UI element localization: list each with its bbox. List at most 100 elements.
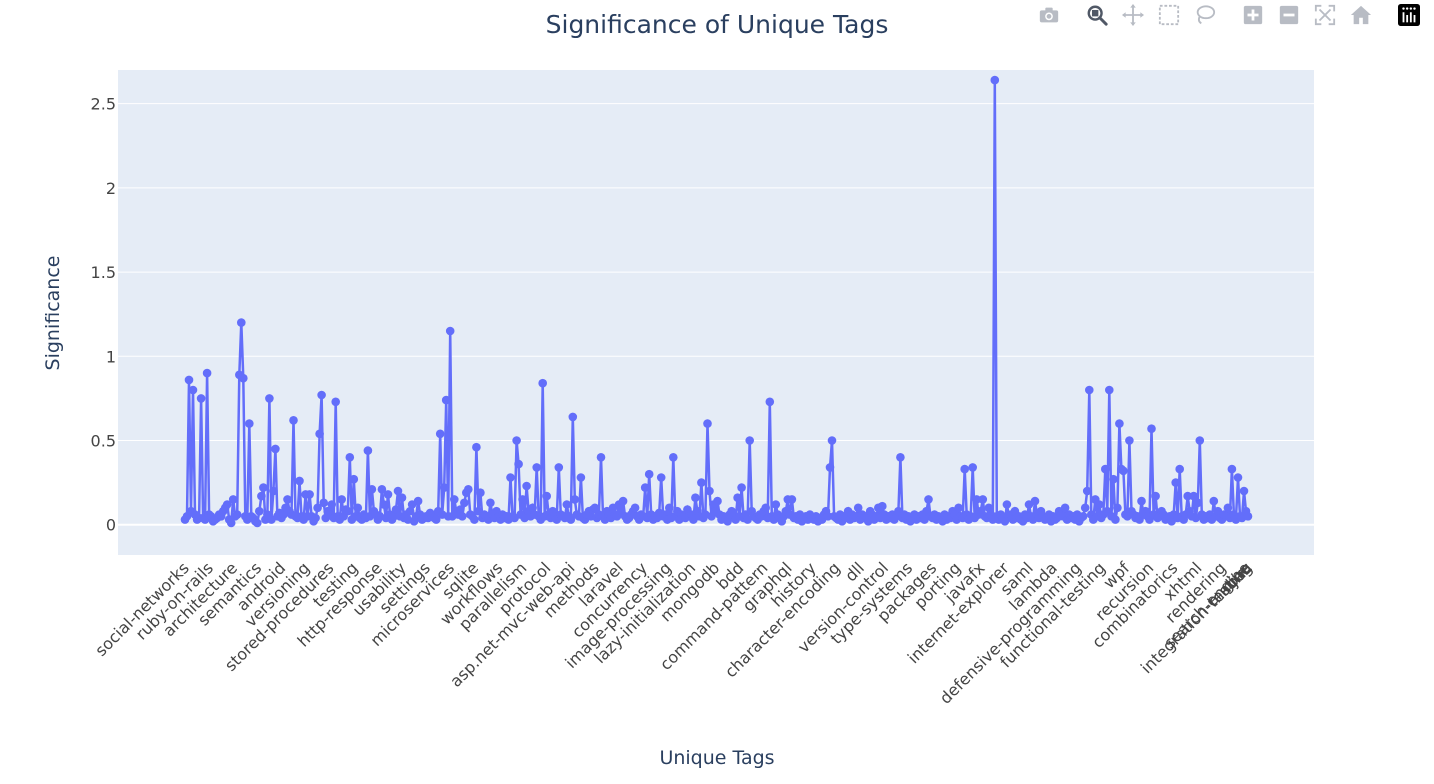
- data-point[interactable]: [441, 395, 451, 405]
- lasso-select-icon[interactable]: [1192, 2, 1218, 28]
- data-point[interactable]: [506, 473, 515, 482]
- data-point[interactable]: [254, 506, 264, 516]
- data-point[interactable]: [1105, 385, 1114, 395]
- data-point[interactable]: [1030, 496, 1040, 506]
- data-point[interactable]: [528, 503, 537, 513]
- data-point[interactable]: [538, 378, 547, 388]
- data-point[interactable]: [257, 491, 266, 501]
- data-point[interactable]: [1195, 436, 1205, 445]
- data-point[interactable]: [460, 498, 469, 508]
- data-point[interactable]: [644, 469, 654, 479]
- data-point[interactable]: [239, 373, 248, 383]
- data-point[interactable]: [311, 513, 320, 523]
- data-point[interactable]: [1137, 496, 1146, 506]
- data-point[interactable]: [697, 478, 706, 487]
- data-point[interactable]: [389, 512, 399, 521]
- data-point[interactable]: [367, 485, 377, 494]
- data-point[interactable]: [383, 490, 393, 499]
- data-point[interactable]: [222, 500, 232, 509]
- data-point[interactable]: [1233, 473, 1243, 482]
- data-point[interactable]: [1171, 478, 1180, 487]
- data-point[interactable]: [305, 490, 314, 499]
- data-point[interactable]: [691, 493, 700, 503]
- data-point[interactable]: [1243, 512, 1253, 521]
- data-point[interactable]: [295, 476, 304, 486]
- data-point[interactable]: [954, 503, 963, 513]
- data-point[interactable]: [745, 436, 754, 445]
- data-point[interactable]: [787, 495, 797, 504]
- data-point[interactable]: [1101, 464, 1110, 474]
- data-point[interactable]: [393, 486, 403, 496]
- zoom-out-icon[interactable]: [1276, 2, 1302, 28]
- data-point[interactable]: [630, 503, 640, 513]
- box-select-icon[interactable]: [1156, 2, 1182, 28]
- data-point[interactable]: [283, 495, 292, 504]
- zoom-icon[interactable]: [1084, 2, 1110, 28]
- data-point[interactable]: [562, 500, 572, 509]
- data-point[interactable]: [825, 463, 835, 472]
- zoom-in-icon[interactable]: [1240, 2, 1266, 28]
- data-point[interactable]: [761, 503, 770, 513]
- data-point[interactable]: [450, 495, 459, 504]
- data-point[interactable]: [464, 485, 473, 494]
- data-point[interactable]: [669, 453, 678, 462]
- data-point[interactable]: [665, 503, 674, 513]
- data-point[interactable]: [765, 397, 775, 407]
- data-point[interactable]: [990, 75, 1000, 85]
- data-point[interactable]: [345, 453, 355, 462]
- data-point[interactable]: [1078, 512, 1088, 521]
- data-point[interactable]: [476, 488, 485, 498]
- data-point[interactable]: [532, 463, 541, 472]
- data-point[interactable]: [1175, 464, 1184, 474]
- data-point[interactable]: [269, 486, 278, 496]
- data-point[interactable]: [771, 500, 781, 509]
- data-point[interactable]: [1209, 496, 1219, 506]
- data-point[interactable]: [640, 483, 650, 492]
- data-point[interactable]: [1125, 436, 1134, 445]
- data-point[interactable]: [435, 429, 445, 439]
- data-point[interactable]: [188, 385, 198, 395]
- data-point[interactable]: [289, 416, 298, 425]
- data-point[interactable]: [972, 495, 981, 504]
- data-point[interactable]: [1193, 498, 1203, 508]
- data-point[interactable]: [542, 491, 551, 501]
- data-point[interactable]: [570, 495, 580, 504]
- data-point[interactable]: [737, 483, 746, 492]
- data-point[interactable]: [827, 436, 837, 445]
- data-point[interactable]: [522, 481, 531, 491]
- data-point[interactable]: [960, 464, 969, 474]
- data-point[interactable]: [1085, 385, 1094, 395]
- data-point[interactable]: [245, 419, 254, 428]
- data-point[interactable]: [878, 501, 887, 511]
- data-point[interactable]: [486, 498, 495, 508]
- data-point[interactable]: [568, 412, 578, 422]
- data-point[interactable]: [226, 518, 236, 528]
- data-point[interactable]: [349, 474, 359, 484]
- data-point[interactable]: [968, 463, 977, 472]
- plotly-logo-icon[interactable]: [1396, 2, 1422, 28]
- data-point[interactable]: [397, 493, 407, 503]
- data-point[interactable]: [1227, 464, 1237, 474]
- data-point[interactable]: [228, 495, 238, 504]
- data-point[interactable]: [232, 510, 242, 519]
- data-point[interactable]: [1151, 491, 1160, 501]
- data-point[interactable]: [713, 496, 722, 506]
- data-point[interactable]: [315, 429, 324, 439]
- data-point[interactable]: [705, 486, 714, 496]
- data-point[interactable]: [1002, 500, 1012, 509]
- data-point[interactable]: [259, 483, 268, 492]
- data-point[interactable]: [1109, 474, 1118, 484]
- data-point[interactable]: [405, 506, 415, 516]
- data-point[interactable]: [514, 459, 523, 469]
- data-point[interactable]: [576, 473, 586, 482]
- data-point[interactable]: [458, 512, 467, 521]
- data-point[interactable]: [596, 453, 606, 462]
- data-point[interactable]: [456, 505, 465, 514]
- data-point[interactable]: [313, 503, 322, 513]
- data-point[interactable]: [823, 512, 833, 521]
- data-point[interactable]: [512, 436, 521, 445]
- data-point[interactable]: [196, 394, 206, 403]
- data-point[interactable]: [1080, 503, 1090, 513]
